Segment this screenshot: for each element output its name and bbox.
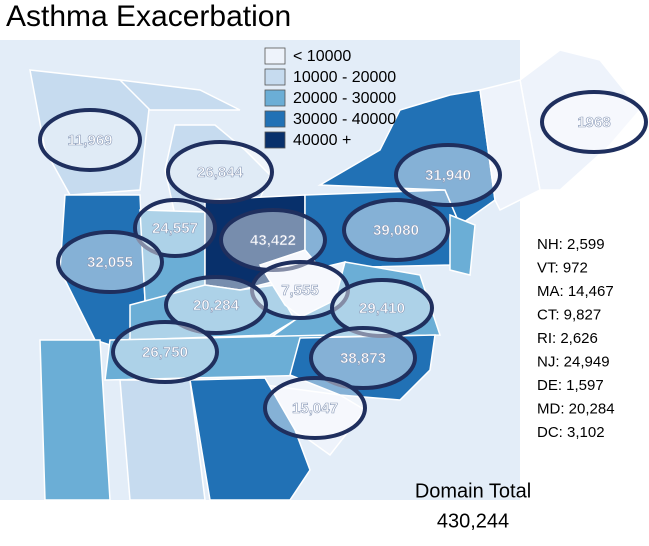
label-ellipse — [330, 278, 434, 338]
state-labels: 11,969 1968 26,844 31,940 24,557 43,422 39,080… — [38, 90, 648, 440]
state-label: 11,969 — [67, 132, 112, 149]
label-ellipse — [56, 230, 164, 294]
legend-swatch — [264, 131, 286, 149]
state-ne-small — [479, 79, 541, 212]
state-label: 29,410 — [359, 300, 405, 317]
label-ellipse — [164, 275, 268, 335]
legend-label: 40000 + — [293, 132, 351, 149]
state-label: 39,080 — [373, 222, 419, 239]
legend-label: 20000 - 30000 — [293, 90, 396, 107]
state-label: 20,284 — [193, 297, 240, 314]
state-nj — [449, 213, 476, 276]
legend: < 10000 10000 - 20000 20000 - 30000 30000 -… — [264, 47, 396, 149]
state-label: 31,940 — [425, 167, 471, 184]
side-list-item: CT: 9,827 — [537, 306, 601, 323]
total-value: 430,244 — [437, 510, 509, 532]
legend-swatch — [264, 47, 286, 65]
state-mi-up — [117, 78, 241, 111]
state-ga — [189, 377, 311, 501]
label-ellipse — [219, 208, 327, 272]
state-ms — [39, 339, 111, 501]
label-ellipse — [309, 326, 417, 390]
state-label: 15,047 — [292, 400, 338, 417]
legend-swatch — [264, 68, 286, 86]
side-list-item: MA: 14,467 — [537, 283, 614, 300]
legend-label: < 10000 — [293, 48, 351, 65]
total-label: Domain Total — [415, 480, 531, 502]
label-ellipse — [394, 143, 502, 207]
state-label: 38,873 — [340, 350, 386, 367]
side-list-item: NJ: 24,949 — [537, 353, 610, 370]
state-label: 26,750 — [142, 344, 188, 361]
label-ellipse — [166, 140, 274, 204]
label-ellipse — [111, 320, 219, 384]
state-label: 24,557 — [152, 220, 198, 237]
side-list-item: MD: 20,284 — [537, 400, 615, 417]
state-label: 7,555 — [281, 282, 319, 299]
state-label: 43,422 — [250, 232, 296, 249]
side-list-item: NH: 2,599 — [537, 236, 605, 253]
legend-label: 10000 - 20000 — [293, 69, 396, 86]
legend-swatch — [264, 89, 286, 107]
side-list-item: VT: 972 — [537, 259, 588, 276]
label-ellipse — [263, 376, 367, 440]
label-ellipse — [133, 198, 217, 258]
side-list-item: DE: 1,597 — [537, 377, 604, 394]
label-ellipse — [342, 198, 450, 262]
label-ellipse — [540, 90, 648, 154]
label-ellipse — [250, 260, 350, 320]
state-nc — [289, 334, 436, 401]
legend-label: 30000 - 40000 — [293, 111, 396, 128]
map-title: Asthma Exacerbation — [6, 0, 291, 33]
state-label: 32,055 — [87, 254, 133, 271]
label-ellipse — [38, 108, 142, 172]
state-me — [519, 49, 641, 191]
state-label: 26,844 — [197, 164, 244, 181]
side-list-item: RI: 2,626 — [537, 330, 598, 347]
state-al — [119, 379, 206, 501]
state-label: 1968 — [577, 114, 610, 131]
legend-swatch — [264, 110, 286, 128]
side-list: NH: 2,599 VT: 972 MA: 14,467 CT: 9,827 RI: 2… — [537, 236, 615, 441]
side-list-item: DC: 3,102 — [537, 424, 605, 441]
